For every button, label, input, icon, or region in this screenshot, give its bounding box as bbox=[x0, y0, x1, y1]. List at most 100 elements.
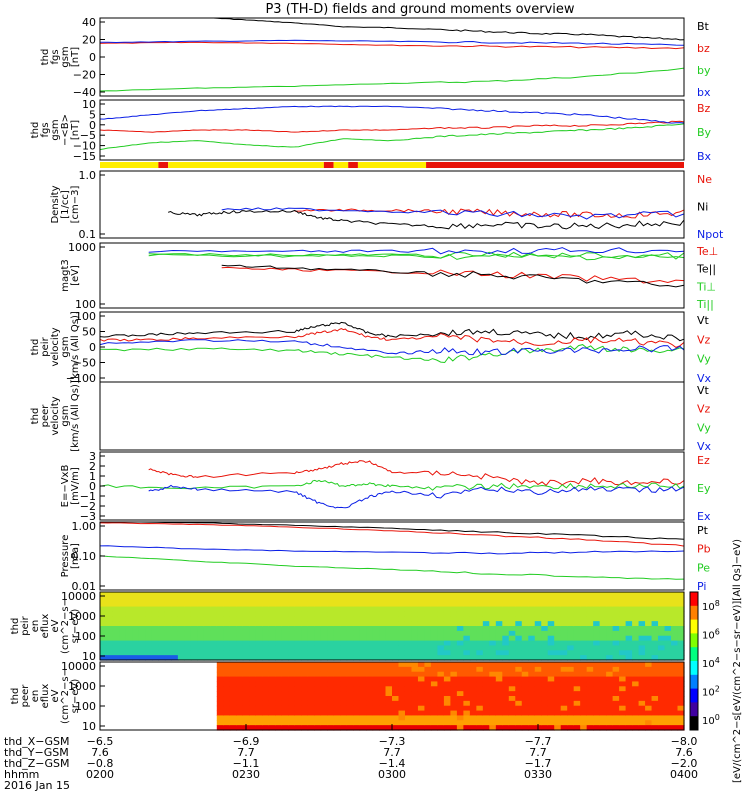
spectrogram-cell bbox=[164, 715, 172, 721]
spectrogram-cell bbox=[677, 725, 685, 731]
spectrogram-cell bbox=[294, 720, 302, 726]
x-tick-value: 0330 bbox=[524, 768, 552, 781]
y-axis-label: fgs bbox=[50, 49, 61, 64]
spectrogram-cell bbox=[567, 700, 575, 707]
colorbar-segment bbox=[690, 661, 698, 676]
spectrogram-cell bbox=[327, 606, 335, 613]
spectrogram-cell bbox=[307, 616, 315, 622]
spectrogram-cell bbox=[404, 666, 413, 673]
spectrogram-cell bbox=[411, 681, 419, 687]
spectrogram-cell bbox=[216, 601, 224, 608]
spectrogram-cell bbox=[515, 640, 523, 647]
spectrogram-cell bbox=[307, 626, 315, 632]
spectrogram-cell bbox=[333, 650, 341, 656]
spectrogram-cell bbox=[398, 710, 406, 717]
spectrogram-cell bbox=[528, 681, 536, 687]
spectrogram-cell bbox=[599, 655, 607, 661]
spectrogram-cell bbox=[268, 700, 276, 707]
spectrogram-cell bbox=[638, 686, 646, 692]
spectrogram-cell bbox=[580, 655, 588, 661]
spectrogram-cell bbox=[599, 630, 607, 637]
spectrogram-cell bbox=[521, 606, 529, 613]
spectrogram-cell bbox=[489, 671, 497, 678]
spectrogram-cell bbox=[541, 592, 549, 598]
spectrogram-cell bbox=[100, 720, 108, 726]
spectrogram-cell bbox=[580, 621, 588, 627]
spectrogram-cell bbox=[314, 650, 322, 656]
spectrogram-cell bbox=[346, 696, 354, 702]
spectrogram-cell bbox=[417, 621, 426, 627]
spectrogram-cell bbox=[463, 596, 471, 603]
spectrogram-cell bbox=[599, 650, 607, 656]
spectrogram-cell bbox=[164, 725, 172, 731]
spectrogram-cell bbox=[541, 700, 549, 707]
spectrogram-cell bbox=[164, 681, 172, 687]
spectrogram-cell bbox=[119, 601, 127, 608]
spectrogram-cell bbox=[411, 621, 419, 627]
spectrogram-cell bbox=[580, 662, 588, 668]
spectrogram-cell bbox=[184, 640, 192, 647]
spectrogram-cell bbox=[671, 666, 679, 673]
spectrogram-cell bbox=[658, 662, 666, 668]
spectrogram-cell bbox=[229, 645, 237, 651]
spectrogram-cell bbox=[541, 616, 549, 622]
spectrogram-cell bbox=[463, 611, 471, 617]
spectrogram-cell bbox=[151, 640, 159, 647]
spectrogram-cell bbox=[430, 645, 439, 651]
spectrogram-cell bbox=[112, 645, 121, 651]
spectrogram-cell bbox=[255, 671, 263, 678]
spectrogram-cell bbox=[216, 635, 224, 642]
spectrogram-cell bbox=[417, 655, 426, 661]
spectrogram-cell bbox=[495, 655, 503, 661]
legend-entry: Ey bbox=[697, 482, 711, 495]
spectrogram-cell bbox=[651, 696, 659, 702]
spectrogram-cell bbox=[190, 606, 198, 613]
spectrogram-cell bbox=[469, 676, 477, 683]
series-Vt bbox=[99, 321, 685, 342]
spectrogram-cell bbox=[528, 655, 536, 661]
spectrogram-cell bbox=[495, 666, 503, 673]
spectrogram-cell bbox=[450, 635, 458, 642]
spectrogram-cell bbox=[346, 700, 354, 707]
spectrogram-cell bbox=[184, 691, 192, 697]
spectrogram-cell bbox=[593, 662, 601, 668]
spectrogram-cell bbox=[125, 691, 134, 697]
spectrogram-cell bbox=[203, 725, 211, 731]
spectrogram-cell bbox=[476, 686, 484, 692]
spectrogram-cell bbox=[671, 676, 679, 683]
spectrogram-cell bbox=[372, 611, 380, 617]
spectrogram-cell bbox=[190, 640, 198, 647]
spectrogram-cell bbox=[275, 621, 283, 627]
spectrogram-cell bbox=[632, 715, 640, 721]
spectrogram-cell bbox=[515, 676, 523, 683]
spectrogram-cell bbox=[275, 640, 283, 647]
spectrogram-cell bbox=[119, 696, 127, 702]
spectrogram-cell bbox=[677, 676, 685, 683]
spectrogram-cell bbox=[651, 626, 659, 632]
spectrogram-cell bbox=[586, 650, 594, 656]
spectrogram-cell bbox=[567, 616, 575, 622]
spectrogram-cell bbox=[366, 700, 374, 707]
spectrogram-cell bbox=[437, 681, 445, 687]
spectrogram-cell bbox=[223, 720, 231, 726]
y-tick-label: −100 bbox=[66, 372, 96, 385]
y-tick-label: −3 bbox=[80, 510, 96, 523]
spectrogram-cell bbox=[547, 616, 555, 622]
x-tick-value: −2.0 bbox=[671, 757, 698, 770]
spectrogram-cell bbox=[469, 650, 477, 656]
spectrogram-cell bbox=[612, 645, 620, 651]
spectrogram-cell bbox=[320, 630, 328, 637]
spectrogram-cell bbox=[340, 676, 348, 683]
spectrogram-cell bbox=[398, 645, 406, 651]
panel-frame bbox=[99, 170, 685, 239]
spectrogram-cell bbox=[424, 700, 432, 707]
spectrogram-cell bbox=[573, 596, 581, 603]
spectrogram-cell bbox=[424, 592, 432, 598]
quality-segment bbox=[158, 162, 169, 168]
spectrogram-cell bbox=[242, 630, 250, 637]
spectrogram-cell bbox=[197, 700, 205, 707]
spectrogram-cell bbox=[301, 696, 309, 702]
spectrogram-cell bbox=[502, 705, 510, 712]
spectrogram-cell bbox=[508, 596, 516, 603]
spectrogram-cell bbox=[619, 666, 627, 673]
